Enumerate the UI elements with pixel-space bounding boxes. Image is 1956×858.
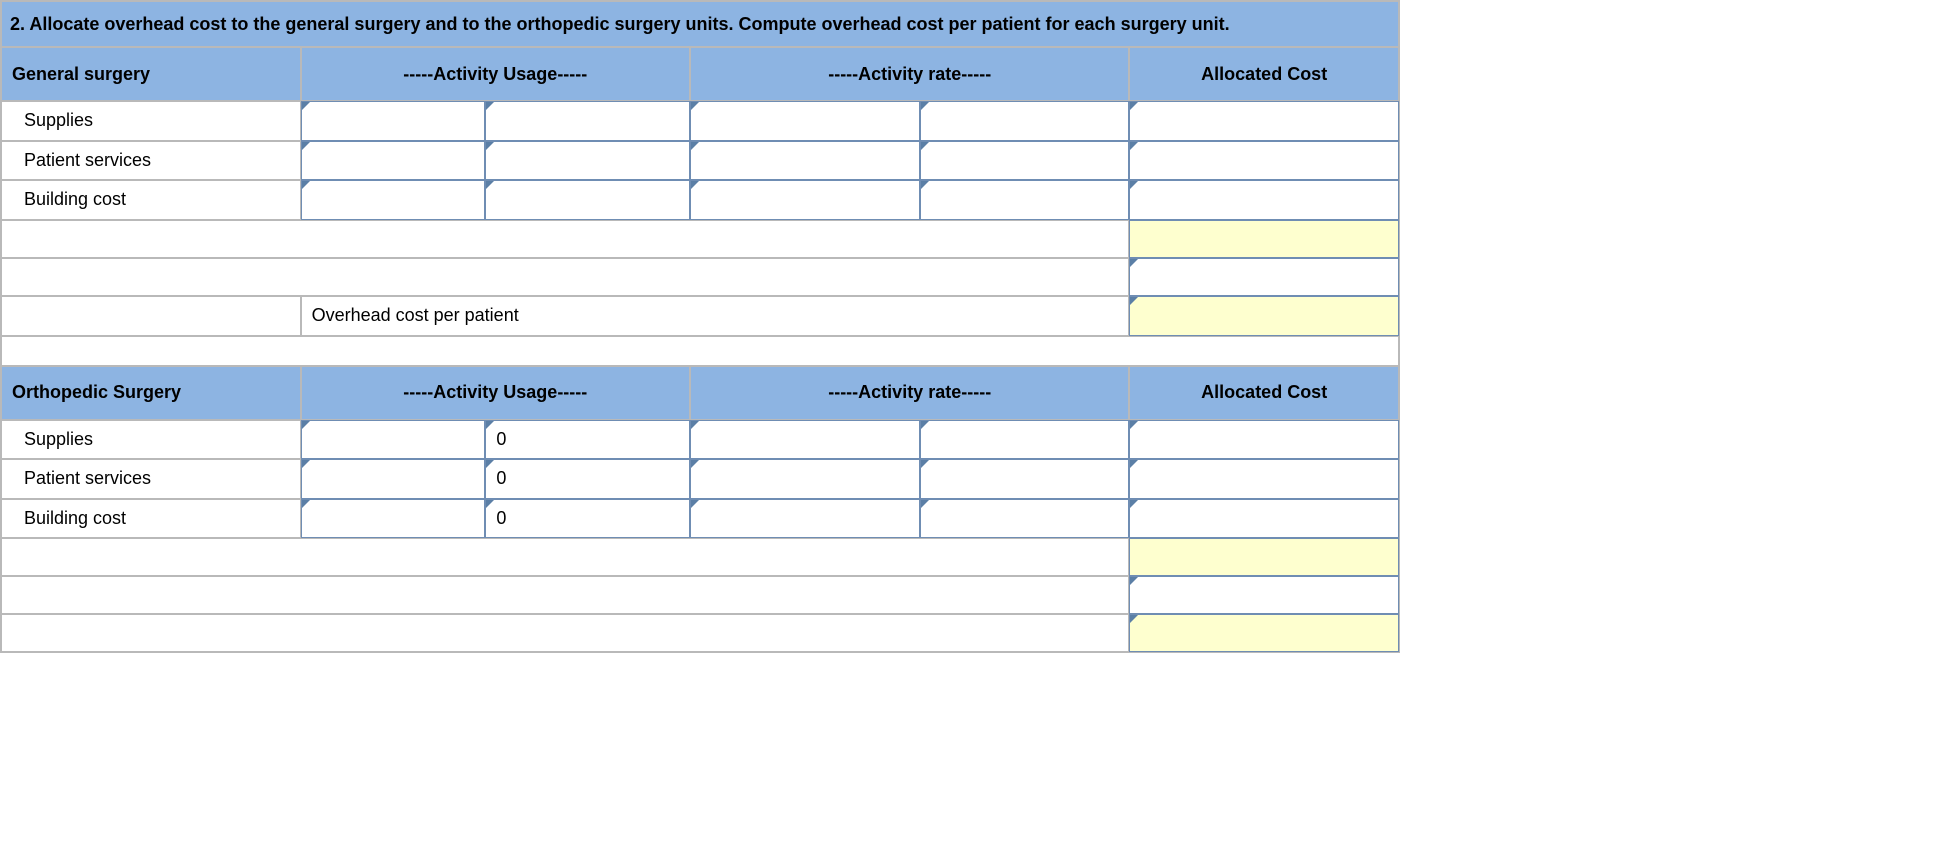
usage-b-input[interactable]: 0 xyxy=(485,420,690,460)
blank xyxy=(1,576,1129,614)
table-row: Patient services 0 xyxy=(1,459,1399,499)
rate-a-input[interactable] xyxy=(690,420,920,460)
extra-row xyxy=(1,258,1399,296)
table-row: Supplies xyxy=(1,101,1399,141)
allocated-input[interactable] xyxy=(1129,180,1399,220)
usage-b-input[interactable]: 0 xyxy=(485,499,690,539)
col-header-rate: -----Activity rate----- xyxy=(690,366,1129,420)
row-label: Supplies xyxy=(1,420,301,460)
overhead-value xyxy=(1129,296,1399,336)
usage-b-input[interactable]: 0 xyxy=(485,459,690,499)
blank xyxy=(1,220,1129,258)
rate-b-input[interactable] xyxy=(920,499,1130,539)
usage-a-input[interactable] xyxy=(301,420,486,460)
extra-row xyxy=(1,576,1399,614)
general-header-row: General surgery -----Activity Usage-----… xyxy=(1,47,1399,101)
col-header-usage: -----Activity Usage----- xyxy=(301,366,690,420)
orthopedic-header-row: Orthopedic Surgery -----Activity Usage--… xyxy=(1,366,1399,420)
rate-b-input[interactable] xyxy=(920,459,1130,499)
rate-a-input[interactable] xyxy=(690,101,920,141)
orthopedic-title: Orthopedic Surgery xyxy=(1,366,301,420)
rate-a-input[interactable] xyxy=(690,459,920,499)
instruction-text: 2. Allocate overhead cost to the general… xyxy=(1,1,1399,47)
usage-b-input[interactable] xyxy=(485,101,690,141)
usage-a-input[interactable] xyxy=(301,180,486,220)
rate-b-input[interactable] xyxy=(920,101,1130,141)
usage-b-input[interactable] xyxy=(485,180,690,220)
row-label: Building cost xyxy=(1,499,301,539)
general-title: General surgery xyxy=(1,47,301,101)
blank xyxy=(1,614,1129,652)
blank xyxy=(1,258,1129,296)
rate-a-input[interactable] xyxy=(690,499,920,539)
rate-a-input[interactable] xyxy=(690,180,920,220)
usage-a-input[interactable] xyxy=(301,459,486,499)
subtotal-cell xyxy=(1129,538,1399,576)
subtotal-row xyxy=(1,538,1399,576)
table-row: Building cost xyxy=(1,180,1399,220)
usage-a-input[interactable] xyxy=(301,101,486,141)
col-header-allocated: Allocated Cost xyxy=(1129,47,1399,101)
allocated-input[interactable] xyxy=(1129,101,1399,141)
extra-input[interactable] xyxy=(1129,576,1399,614)
usage-b-input[interactable] xyxy=(485,141,690,181)
table-row: Supplies 0 xyxy=(1,420,1399,460)
usage-a-input[interactable] xyxy=(301,499,486,539)
overhead-label: Overhead cost per patient xyxy=(301,296,1130,336)
col-header-rate: -----Activity rate----- xyxy=(690,47,1129,101)
worksheet: 2. Allocate overhead cost to the general… xyxy=(0,0,1400,653)
row-label: Patient services xyxy=(1,459,301,499)
allocated-input[interactable] xyxy=(1129,141,1399,181)
subtotal-row xyxy=(1,220,1399,258)
table-row: Patient services xyxy=(1,141,1399,181)
extra-input[interactable] xyxy=(1129,258,1399,296)
blank xyxy=(1,538,1129,576)
row-label: Patient services xyxy=(1,141,301,181)
row-label: Supplies xyxy=(1,101,301,141)
rate-b-input[interactable] xyxy=(920,180,1130,220)
rate-a-input[interactable] xyxy=(690,141,920,181)
allocated-input[interactable] xyxy=(1129,420,1399,460)
rate-b-input[interactable] xyxy=(920,141,1130,181)
blank xyxy=(1,296,301,336)
overhead-row: Overhead cost per patient xyxy=(1,296,1399,336)
spacer xyxy=(1,336,1399,366)
subtotal-cell xyxy=(1129,220,1399,258)
final-row xyxy=(1,614,1399,652)
table-row: Building cost 0 xyxy=(1,499,1399,539)
row-label: Building cost xyxy=(1,180,301,220)
allocated-input[interactable] xyxy=(1129,499,1399,539)
rate-b-input[interactable] xyxy=(920,420,1130,460)
final-value xyxy=(1129,614,1399,652)
usage-a-input[interactable] xyxy=(301,141,486,181)
allocated-input[interactable] xyxy=(1129,459,1399,499)
col-header-allocated: Allocated Cost xyxy=(1129,366,1399,420)
col-header-usage: -----Activity Usage----- xyxy=(301,47,690,101)
